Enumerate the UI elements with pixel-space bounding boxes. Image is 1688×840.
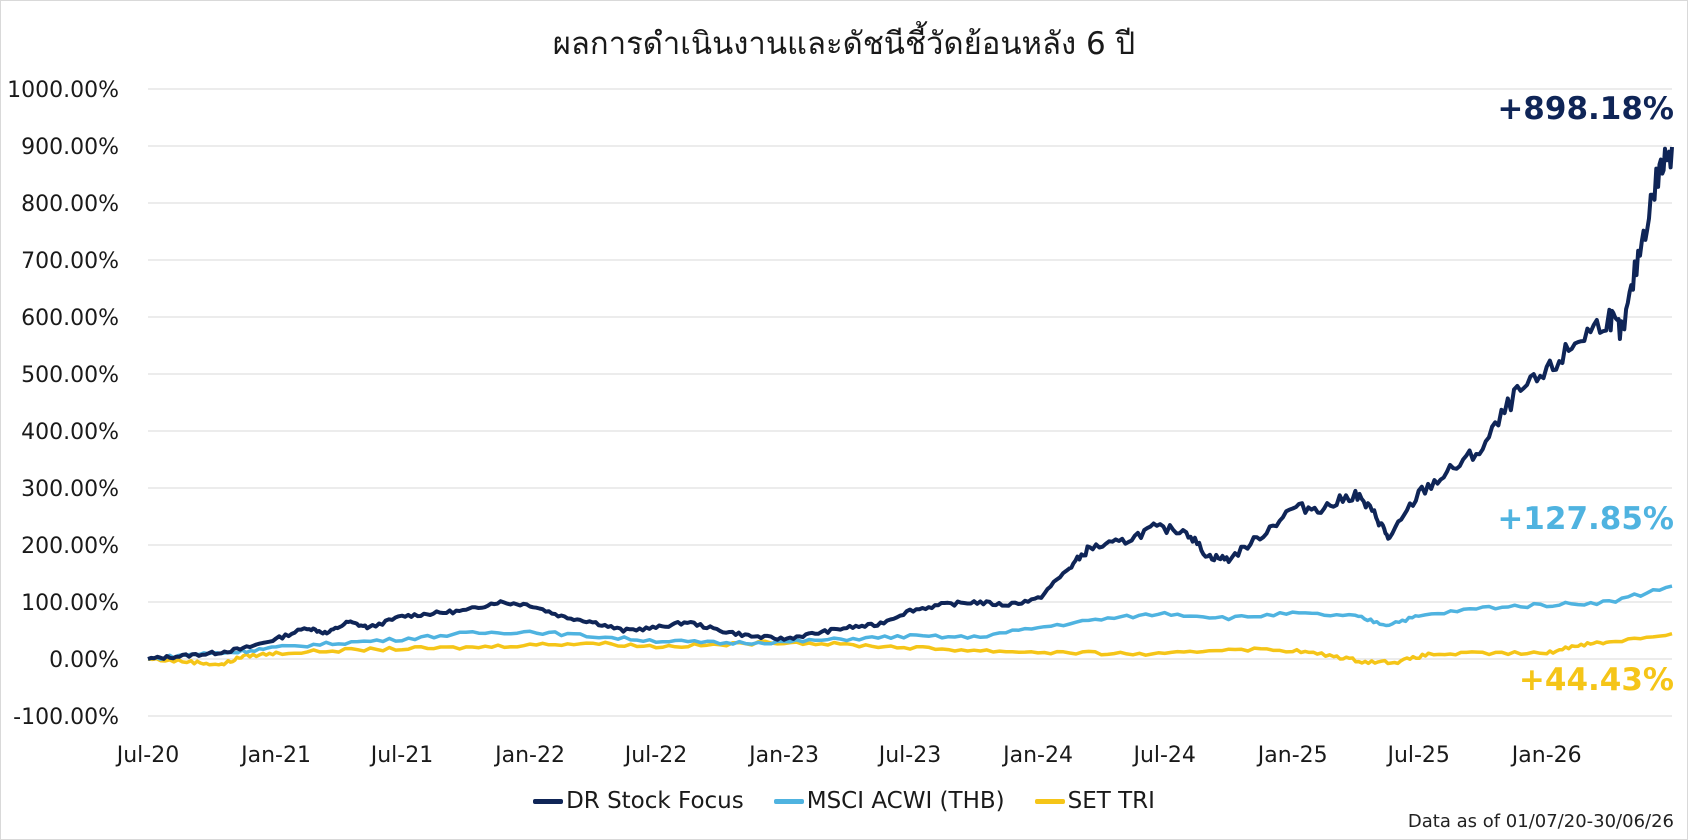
x-tick-label: Jan-22 [493,743,565,768]
y-tick-label: 400.00% [21,420,119,445]
x-tick-label: Jan-26 [1510,743,1582,768]
x-tick-label: Jul-23 [877,743,941,768]
legend-swatch-msci-acwi [773,798,804,804]
legend-item-dr-stock-focus: DR Stock Focus [533,788,744,814]
chart-title: ผลการดำเนินงานและดัชนีชี้วัดย้อนหลัง 6 ป… [552,26,1136,62]
y-tick-label: 900.00% [21,135,119,160]
y-tick-label: 600.00% [21,306,119,331]
y-tick-label: 200.00% [21,534,119,559]
y-tick-label: 500.00% [21,363,119,388]
x-tick-label: Jan-21 [239,743,311,768]
y-tick-label: 0.00% [49,648,119,673]
legend-item-msci-acwi: MSCI ACWI (THB) [773,788,1005,814]
data-date-footnote: Data as of 01/07/20-30/06/26 [1407,811,1674,832]
x-tick-label: Jan-25 [1256,743,1328,768]
y-tick-label: 100.00% [21,591,119,616]
x-tick-label: Jul-20 [115,743,179,768]
y-tick-label: 700.00% [21,249,119,274]
x-tick-label: Jul-21 [369,743,433,768]
legend: DR Stock Focus MSCI ACWI (THB) SET TRI [0,788,1688,814]
series-line-dr-stock-focus [147,146,1674,661]
grid-lines [148,88,1672,717]
end-label-dr-stock-focus: +898.18% [1497,91,1674,127]
legend-swatch-set-tri [1034,798,1065,804]
series-lines [147,146,1674,667]
end-label-set-tri: +44.43% [1519,662,1674,698]
legend-label-dr-stock-focus: DR Stock Focus [566,788,744,814]
end-labels: +898.18% +127.85% +44.43% [1497,91,1674,698]
x-tick-label: Jul-25 [1385,743,1449,768]
y-tick-label: 300.00% [21,477,119,502]
legend-swatch-dr-stock-focus [533,798,564,804]
legend-label-set-tri: SET TRI [1067,788,1155,814]
y-axis-ticks: 1000.00% 900.00% 800.00% 700.00% 600.00% 500.… [7,78,119,730]
y-tick-label: -100.00% [13,705,119,730]
x-tick-label: Jan-23 [747,743,819,768]
x-tick-label: Jan-24 [1001,743,1073,768]
legend-item-set-tri: SET TRI [1034,788,1155,814]
end-label-msci-acwi-thb: +127.85% [1497,501,1674,537]
x-axis-ticks: Jul-20 Jan-21 Jul-21 Jan-22 Jul-22 Jan-23 Jul-… [115,743,1582,768]
y-tick-label: 1000.00% [7,78,119,103]
y-tick-label: 800.00% [21,192,119,217]
x-tick-label: Jul-22 [623,743,687,768]
series-line-msci-acwi-thb [147,584,1673,661]
x-tick-label: Jul-24 [1131,743,1195,768]
series-line-set-tri [147,632,1673,667]
legend-label-msci-acwi: MSCI ACWI (THB) [806,788,1005,814]
